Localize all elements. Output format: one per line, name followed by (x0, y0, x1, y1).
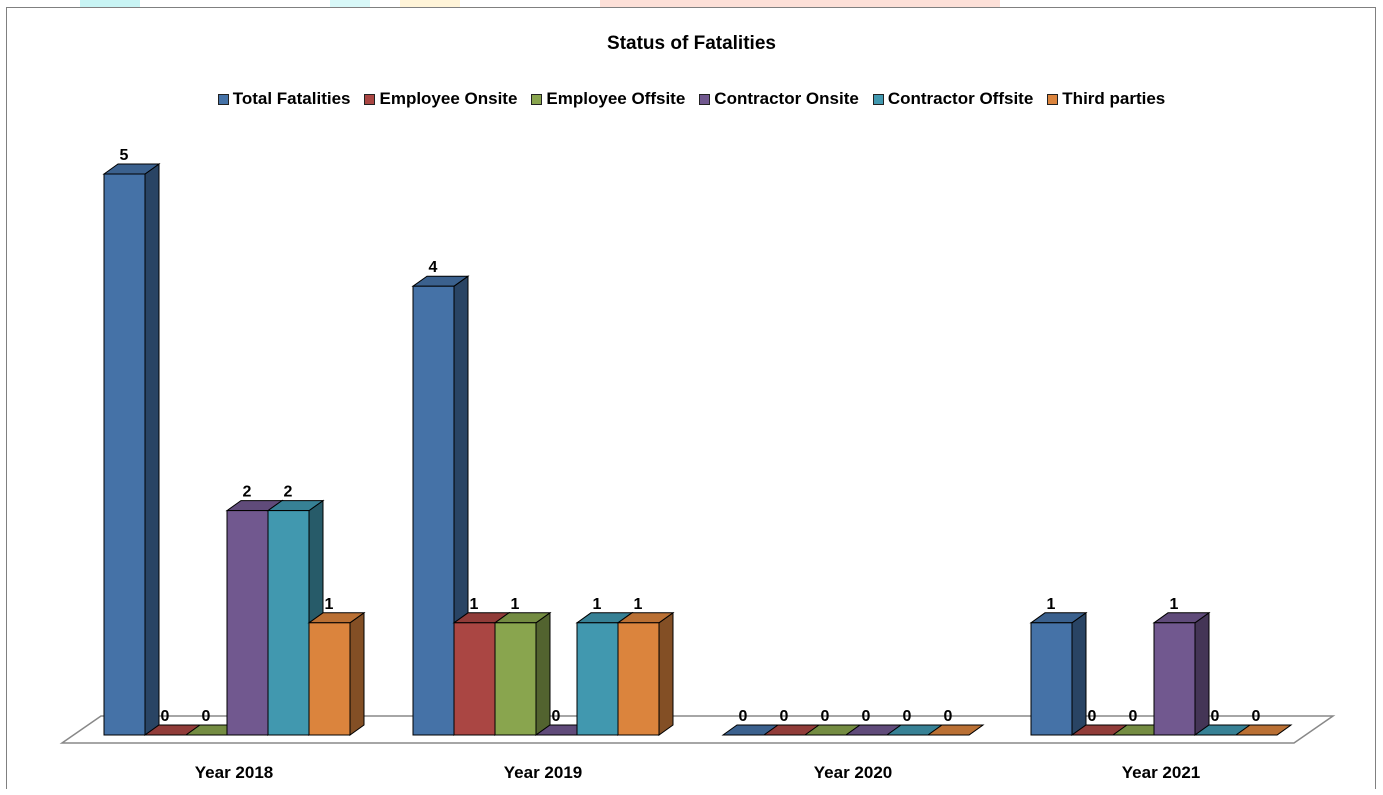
legend-item: Employee Offsite (531, 89, 685, 109)
legend-swatch (699, 93, 711, 105)
legend-item: Contractor Onsite (699, 89, 859, 109)
top-decoration-strip (0, 0, 1383, 7)
data-label: 0 (903, 708, 912, 725)
legend-item: Employee Onsite (364, 89, 517, 109)
bar-top (926, 724, 985, 736)
bar-top (1234, 724, 1293, 736)
category-label: Year 2018 (195, 763, 273, 782)
data-label: 1 (511, 596, 520, 613)
data-label: 1 (634, 596, 643, 613)
data-label: 0 (1088, 708, 1097, 725)
bar (1153, 622, 1196, 736)
bar (453, 622, 496, 736)
data-label: 2 (243, 484, 252, 501)
bar-side (1071, 611, 1087, 736)
data-label: 0 (1252, 708, 1261, 725)
legend-label: Contractor Offsite (887, 89, 1034, 108)
data-label: 0 (1211, 708, 1220, 725)
bar (226, 510, 269, 736)
data-label: 0 (161, 708, 170, 725)
category-label: Year 2020 (814, 763, 892, 782)
chart-legend: Total Fatalities Employee Onsite Employee … (0, 89, 1383, 109)
data-label: 0 (739, 708, 748, 725)
data-label: 5 (120, 147, 129, 164)
data-label: 0 (944, 708, 953, 725)
bar (617, 622, 660, 736)
data-label: 0 (821, 708, 830, 725)
legend-item: Total Fatalities (217, 89, 351, 109)
bar (494, 622, 537, 736)
data-label: 0 (780, 708, 789, 725)
category-label: Year 2019 (504, 763, 582, 782)
chart-frame (6, 7, 1376, 789)
legend-item: Third parties (1047, 89, 1165, 109)
bar (412, 285, 455, 736)
data-label: 1 (593, 596, 602, 613)
data-label: 0 (862, 708, 871, 725)
legend-label: Employee Offsite (546, 89, 686, 108)
data-label: 1 (325, 596, 334, 613)
bar-side (349, 611, 365, 736)
chart-floor (59, 715, 1336, 744)
category-label: Year 2021 (1122, 763, 1200, 782)
legend-label: Total Fatalities (232, 89, 351, 108)
legend-swatch (364, 93, 376, 105)
data-label: 4 (429, 259, 438, 276)
data-label: 0 (552, 708, 561, 725)
legend-item: Contractor Offsite (872, 89, 1034, 109)
legend-label: Contractor Onsite (714, 89, 859, 108)
legend-swatch (1047, 93, 1059, 105)
legend-swatch (872, 93, 884, 105)
bar-side (1194, 611, 1210, 736)
data-label: 1 (1170, 596, 1179, 613)
data-label: 2 (284, 484, 293, 501)
data-label: 1 (1047, 596, 1056, 613)
data-label: 1 (470, 596, 479, 613)
bar (103, 173, 146, 736)
data-label: 0 (1129, 708, 1138, 725)
data-label: 0 (202, 708, 211, 725)
bar-side (535, 611, 551, 736)
bar (576, 622, 619, 736)
legend-swatch (531, 93, 543, 105)
legend-label: Employee Onsite (379, 89, 518, 108)
legend-label: Third parties (1062, 89, 1166, 108)
bar-side (144, 163, 160, 736)
legend-swatch (217, 93, 229, 105)
bar (267, 510, 310, 736)
chart-title: Status of Fatalities (607, 33, 776, 54)
bar (1030, 622, 1073, 736)
bar (308, 622, 351, 736)
bar-side (658, 611, 674, 736)
